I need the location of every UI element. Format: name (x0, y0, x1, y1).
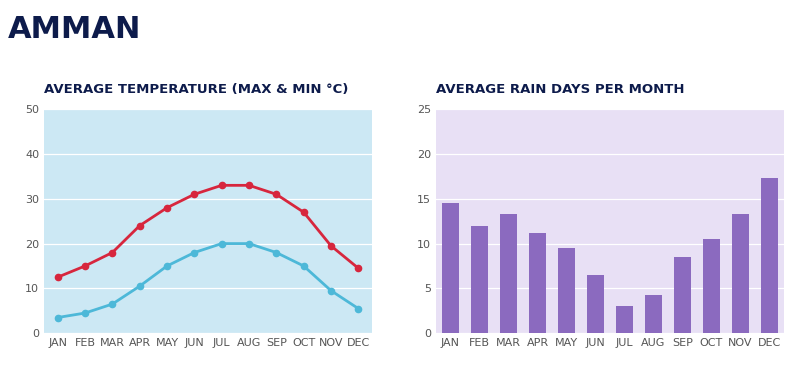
Bar (702, 239, 721, 333)
Bar (731, 214, 750, 333)
Bar (761, 178, 778, 333)
Bar (442, 203, 459, 333)
Text: AVERAGE RAIN DAYS PER MONTH: AVERAGE RAIN DAYS PER MONTH (436, 83, 685, 96)
Bar (615, 306, 634, 333)
Text: AMMAN: AMMAN (8, 15, 142, 44)
Bar (470, 226, 489, 333)
Bar (558, 248, 575, 333)
Bar (674, 257, 691, 333)
Bar (529, 233, 546, 333)
Text: AVERAGE TEMPERATURE (MAX & MIN °C): AVERAGE TEMPERATURE (MAX & MIN °C) (44, 83, 348, 96)
Bar (586, 275, 605, 333)
Bar (499, 214, 518, 333)
Bar (645, 295, 662, 333)
